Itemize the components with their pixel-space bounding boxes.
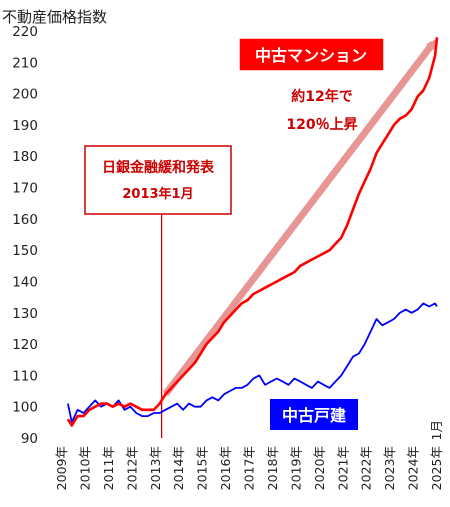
y-tick-220: 220 bbox=[12, 24, 38, 40]
x-tick-2022年: 2022年 bbox=[359, 446, 374, 490]
x-tick-2014年: 2014年 bbox=[171, 446, 186, 490]
growth-note-line1: 約12年で bbox=[291, 88, 352, 105]
x-tick-2020年: 2020年 bbox=[312, 446, 327, 490]
y-tick-100: 100 bbox=[12, 400, 38, 416]
house-label: 中古戸建 bbox=[270, 399, 358, 430]
mansion-label-text: 中古マンション bbox=[255, 46, 367, 65]
x-tick-2023年: 2023年 bbox=[382, 446, 397, 490]
x-tick-2013年: 2013年 bbox=[148, 446, 163, 490]
x-tick-2021年: 2021年 bbox=[335, 446, 350, 490]
x-tick-2016年: 2016年 bbox=[218, 446, 233, 490]
y-axis-ticks: 90 100 110 120 130 140 150 160 170 180 190 200 210 22… bbox=[12, 24, 38, 447]
growth-note-line2: 120％上昇 bbox=[286, 117, 357, 133]
x-tick-2025年: 2025年 bbox=[429, 446, 444, 490]
y-tick-200: 200 bbox=[12, 87, 38, 103]
mansion-label-bg bbox=[238, 37, 385, 72]
y-tick-140: 140 bbox=[12, 274, 38, 290]
y-tick-130: 130 bbox=[12, 306, 38, 322]
trend-arrow bbox=[162, 39, 437, 397]
x-tick-2017年: 2017年 bbox=[242, 446, 257, 490]
house-label-text: 中古戸建 bbox=[282, 406, 346, 425]
y-tick-170: 170 bbox=[12, 181, 38, 197]
y-tick-90: 90 bbox=[21, 431, 38, 447]
series-lines bbox=[66, 37, 439, 427]
x-tick-2019年: 2019年 bbox=[288, 446, 303, 490]
y-tick-160: 160 bbox=[12, 212, 38, 228]
mansion-label: 中古マンション bbox=[238, 37, 385, 72]
y-axis-title: 不動産価格指数 bbox=[2, 8, 107, 26]
house-label-bg bbox=[270, 399, 358, 430]
y-tick-110: 110 bbox=[12, 368, 38, 384]
series-line-house bbox=[67, 302, 438, 424]
y-tick-180: 180 bbox=[12, 149, 38, 165]
event-date: 2013年1月 bbox=[122, 186, 193, 202]
event-box bbox=[84, 145, 232, 215]
y-tick-150: 150 bbox=[12, 243, 38, 259]
x-tick-2015年: 2015年 bbox=[195, 446, 210, 490]
x-tick-2024年: 2024年 bbox=[406, 446, 421, 490]
series-line-mansion bbox=[66, 37, 439, 427]
x-tick-2012年: 2012年 bbox=[124, 446, 139, 490]
y-tick-210: 210 bbox=[12, 55, 38, 71]
x-tick-2009年: 2009年 bbox=[54, 446, 69, 490]
x-axis-ticks: 2009年 2010年 2011年 2012年 2013年 2014年 2015年 2016年… bbox=[54, 446, 444, 490]
x-axis-end-label: 1月 bbox=[429, 420, 444, 440]
x-tick-2011年: 2011年 bbox=[101, 446, 116, 490]
y-tick-190: 190 bbox=[12, 118, 38, 134]
y-tick-120: 120 bbox=[12, 337, 38, 353]
event-title: 日銀金融緩和発表 bbox=[102, 159, 215, 176]
event-annotation-box: 日銀金融緩和発表 2013年1月 bbox=[84, 145, 232, 215]
x-tick-2010年: 2010年 bbox=[77, 446, 92, 490]
x-tick-2018年: 2018年 bbox=[265, 446, 280, 490]
